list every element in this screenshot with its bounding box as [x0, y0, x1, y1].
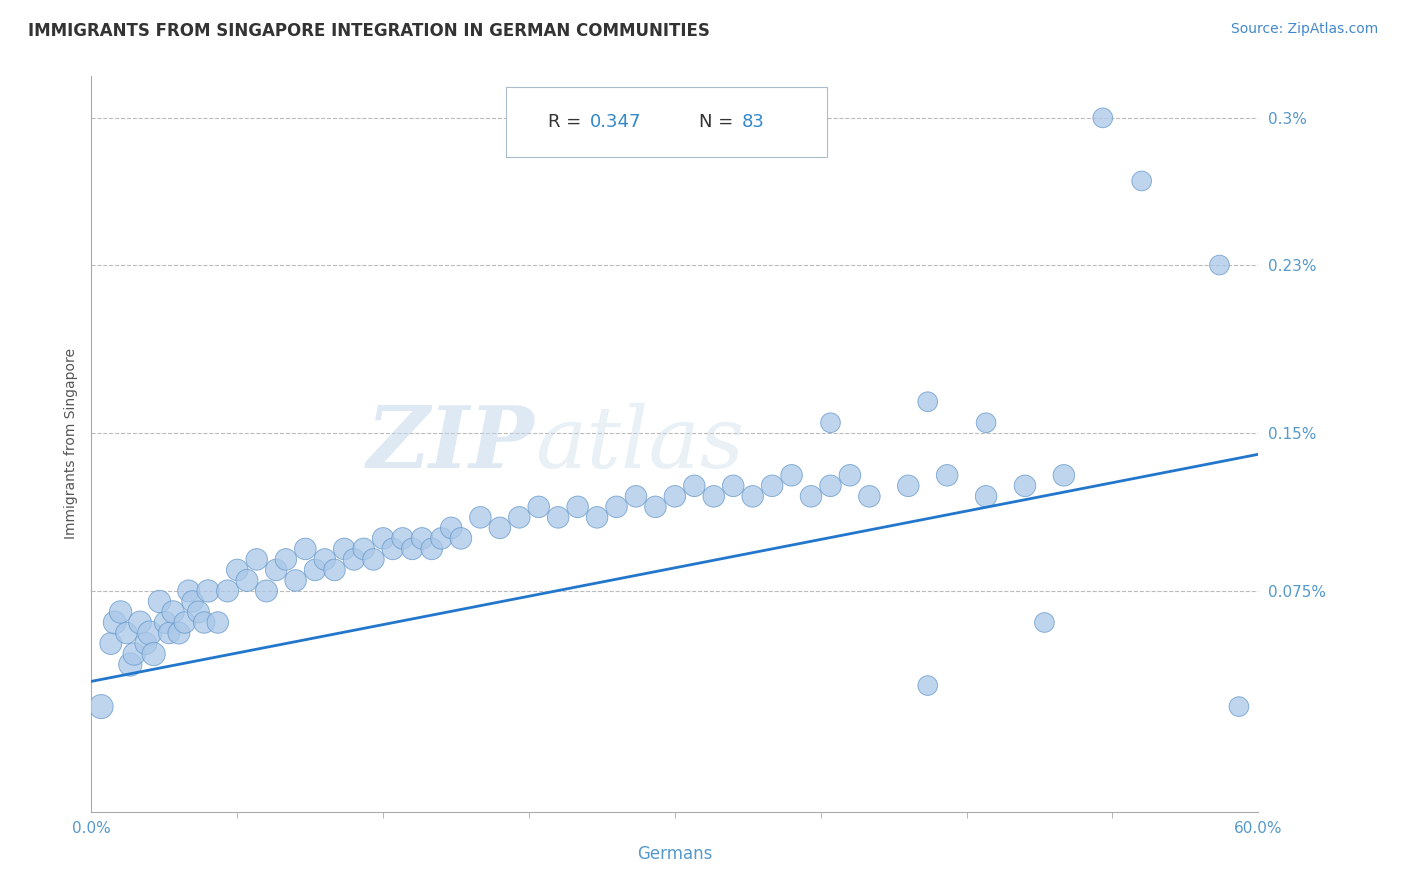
Point: [527, 500, 550, 514]
FancyBboxPatch shape: [506, 87, 827, 157]
Point: [820, 479, 842, 493]
Point: [1091, 111, 1114, 125]
Point: [333, 541, 356, 556]
Point: [304, 563, 326, 577]
Point: [450, 532, 472, 546]
Point: [104, 615, 127, 630]
Point: [567, 500, 589, 514]
Point: [197, 583, 219, 598]
Point: [155, 615, 177, 630]
Point: [974, 416, 997, 430]
Text: Source: ZipAtlas.com: Source: ZipAtlas.com: [1230, 22, 1378, 37]
Point: [100, 636, 122, 650]
Point: [440, 521, 463, 535]
Point: [323, 563, 346, 577]
Point: [284, 574, 307, 588]
Point: [470, 510, 492, 524]
Point: [489, 521, 512, 535]
Point: [644, 500, 666, 514]
Point: [294, 541, 316, 556]
Point: [936, 468, 959, 483]
Point: [1227, 699, 1250, 714]
Point: [606, 500, 628, 514]
Point: [897, 479, 920, 493]
Point: [167, 626, 190, 640]
Point: [1208, 258, 1230, 272]
Point: [274, 552, 297, 566]
Point: [353, 541, 375, 556]
Point: [162, 605, 184, 619]
Text: atlas: atlas: [534, 402, 744, 485]
Point: [177, 583, 200, 598]
Text: 0.347: 0.347: [589, 113, 641, 131]
Point: [1130, 174, 1153, 188]
Point: [820, 416, 842, 430]
Point: [363, 552, 385, 566]
Point: [974, 489, 997, 503]
Point: [723, 479, 745, 493]
Point: [1033, 615, 1056, 630]
X-axis label: Germans: Germans: [637, 845, 713, 863]
Text: R =: R =: [548, 113, 588, 131]
Point: [148, 594, 170, 608]
Point: [1053, 468, 1076, 483]
Point: [256, 583, 278, 598]
Point: [181, 594, 204, 608]
Point: [236, 574, 259, 588]
Point: [761, 479, 783, 493]
Point: [858, 489, 880, 503]
Point: [264, 563, 287, 577]
Text: 83: 83: [741, 113, 765, 131]
Point: [129, 615, 152, 630]
Text: ZIP: ZIP: [367, 402, 534, 485]
Point: [187, 605, 209, 619]
Point: [741, 489, 763, 503]
Point: [547, 510, 569, 524]
Point: [157, 626, 180, 640]
Point: [142, 647, 165, 661]
Point: [207, 615, 229, 630]
Text: N =: N =: [699, 113, 740, 131]
Point: [411, 532, 433, 546]
Point: [780, 468, 803, 483]
Point: [586, 510, 609, 524]
Point: [135, 636, 157, 650]
Point: [138, 626, 162, 640]
Point: [217, 583, 239, 598]
Point: [508, 510, 530, 524]
Point: [173, 615, 195, 630]
Point: [246, 552, 269, 566]
Point: [1014, 479, 1036, 493]
Point: [120, 657, 142, 672]
Point: [664, 489, 686, 503]
Y-axis label: Immigrants from Singapore: Immigrants from Singapore: [63, 348, 77, 540]
Point: [391, 532, 413, 546]
Point: [314, 552, 336, 566]
Point: [110, 605, 132, 619]
Point: [343, 552, 366, 566]
Point: [420, 541, 443, 556]
Point: [838, 468, 860, 483]
Point: [371, 532, 394, 546]
Point: [917, 394, 939, 409]
Point: [90, 699, 112, 714]
Point: [800, 489, 823, 503]
Point: [193, 615, 215, 630]
Point: [683, 479, 706, 493]
Point: [430, 532, 453, 546]
Point: [624, 489, 647, 503]
Point: [122, 647, 145, 661]
Point: [115, 626, 138, 640]
Point: [401, 541, 423, 556]
Text: IMMIGRANTS FROM SINGAPORE INTEGRATION IN GERMAN COMMUNITIES: IMMIGRANTS FROM SINGAPORE INTEGRATION IN…: [28, 22, 710, 40]
Point: [381, 541, 404, 556]
Point: [917, 679, 939, 693]
Point: [226, 563, 249, 577]
Point: [703, 489, 725, 503]
